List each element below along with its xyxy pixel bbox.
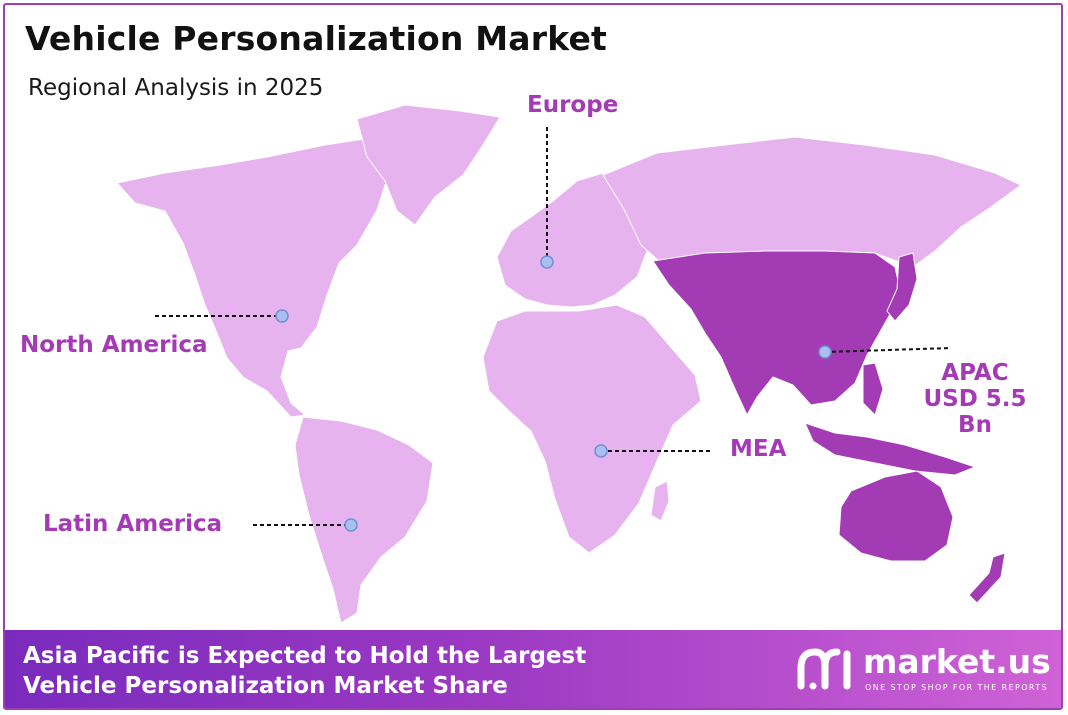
madagascar-shape (650, 480, 670, 522)
apac-leader-line (824, 347, 952, 353)
europe-label: Europe (527, 92, 619, 118)
footer-line-2: Vehicle Personalization Market Share (23, 673, 508, 699)
page-title: Vehicle Personalization Market (25, 19, 608, 58)
apac-value: USD 5.5 Bn (923, 386, 1027, 438)
north-america-shape (116, 134, 406, 418)
indonesia-shape (804, 422, 977, 476)
footer-message: Asia Pacific is Expected to Hold the Lar… (23, 641, 586, 701)
footer-line-1: Asia Pacific is Expected to Hold the Lar… (23, 643, 587, 669)
philippines-shape (862, 362, 884, 416)
russia-shape (602, 136, 1022, 268)
world-map (116, 104, 1022, 624)
apac-shape (652, 250, 902, 417)
australia-shape (838, 470, 954, 562)
apac-marker (818, 345, 832, 359)
mea-marker (594, 444, 608, 458)
apac-callout: APAC USD 5.5 Bn (905, 360, 1045, 438)
europe-marker (540, 255, 554, 269)
north-america-label: North America (20, 332, 208, 358)
apac-label: APAC (941, 360, 1009, 386)
latin-america-marker (344, 518, 358, 532)
logo-wordmark: market.us (863, 642, 1051, 681)
japan-shape (886, 252, 918, 322)
north-america-marker (275, 309, 289, 323)
africa-shape (482, 304, 702, 554)
latin-america-label: Latin America (43, 511, 223, 537)
mea-label: MEA (730, 436, 787, 462)
south-america-shape (294, 416, 434, 624)
greenland-shape (356, 104, 501, 226)
logo-tagline: ONE STOP SHOP FOR THE REPORTS (865, 683, 1049, 692)
page-subtitle: Regional Analysis in 2025 (28, 75, 324, 101)
new-zealand-shape (968, 552, 1006, 604)
infographic-frame: Vehicle Personalization Market Regional … (3, 3, 1063, 710)
market-us-logo-icon (797, 648, 851, 690)
footer-banner: Asia Pacific is Expected to Hold the Lar… (5, 630, 1061, 708)
